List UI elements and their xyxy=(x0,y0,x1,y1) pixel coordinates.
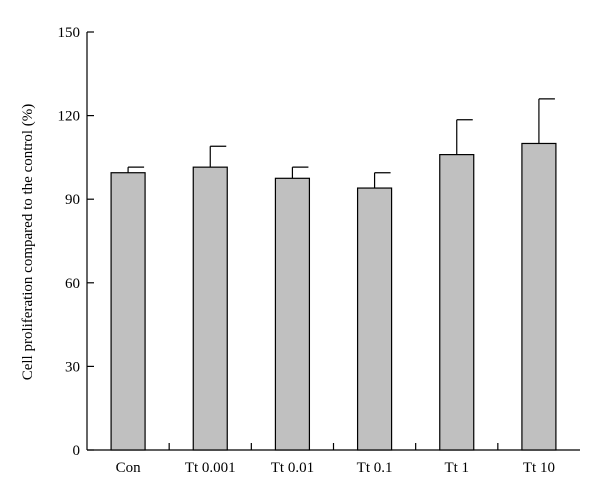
x-tick-label: Tt 0.001 xyxy=(185,460,236,476)
y-axis: 0 30 60 90 120 150 xyxy=(58,25,94,459)
x-axis: Con Tt 0.001 Tt 0.01 Tt 0.1 Tt 1 Tt 10 xyxy=(87,443,580,476)
y-tick-label: 150 xyxy=(58,25,81,41)
y-tick-label: 60 xyxy=(65,276,80,292)
error-bar xyxy=(209,145,227,168)
x-tick-label: Tt 10 xyxy=(523,460,555,476)
error-bar xyxy=(538,98,555,144)
x-tick-label: Tt 0.01 xyxy=(271,460,314,476)
y-tick-label: 90 xyxy=(65,192,80,208)
bar xyxy=(192,166,228,451)
error-bar xyxy=(373,172,391,189)
y-tick-label: 30 xyxy=(65,359,80,375)
bars xyxy=(110,142,557,451)
bar xyxy=(356,187,393,451)
bar xyxy=(110,172,146,451)
bar xyxy=(274,177,311,451)
x-tick-label: Tt 1 xyxy=(444,460,469,476)
error-bars xyxy=(127,98,555,189)
y-axis-title: Cell proliferation compared to the contr… xyxy=(20,104,36,381)
error-bar xyxy=(456,119,473,155)
bar xyxy=(439,154,475,451)
bar xyxy=(521,142,557,451)
error-bar xyxy=(291,166,309,179)
y-tick-label: 120 xyxy=(58,109,81,125)
x-tick-label: Tt 0.1 xyxy=(357,460,393,476)
y-tick-label: 0 xyxy=(73,443,81,459)
error-bar xyxy=(127,166,145,173)
x-tick-label: Con xyxy=(116,460,142,476)
